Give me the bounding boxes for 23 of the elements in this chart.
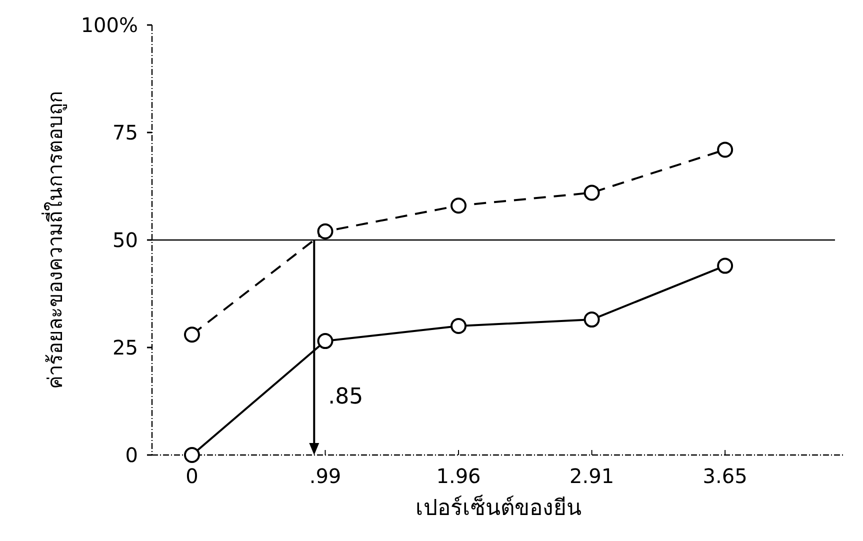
y-tick-label: 50 <box>112 228 138 252</box>
x-tick-label: 0 <box>186 464 198 488</box>
y-tick-label: 25 <box>112 336 138 360</box>
y-tick-label: 100% <box>80 13 138 37</box>
point <box>317 223 334 240</box>
annotation: .85 <box>328 384 364 410</box>
point <box>450 318 467 334</box>
x-tick-label: .99 <box>309 464 342 488</box>
y-tick-label: 75 <box>112 120 138 144</box>
point <box>184 326 200 343</box>
x-tick-label: 1.96 <box>436 464 481 488</box>
x-tick-label: 2.91 <box>570 464 614 488</box>
point <box>717 258 734 274</box>
x-tick-label: 3.65 <box>702 464 748 488</box>
point <box>317 333 334 350</box>
point <box>584 184 600 201</box>
y-axis-title: ค่าร้อยละของความถี่ในการตอบถูก <box>41 91 68 389</box>
point <box>450 198 467 214</box>
x-axis-title: เปอร์เซ็นต์ของยีน <box>416 493 582 521</box>
point <box>717 142 734 158</box>
point <box>184 447 200 463</box>
point <box>584 312 600 328</box>
y-tick-label: 0 <box>125 443 138 467</box>
